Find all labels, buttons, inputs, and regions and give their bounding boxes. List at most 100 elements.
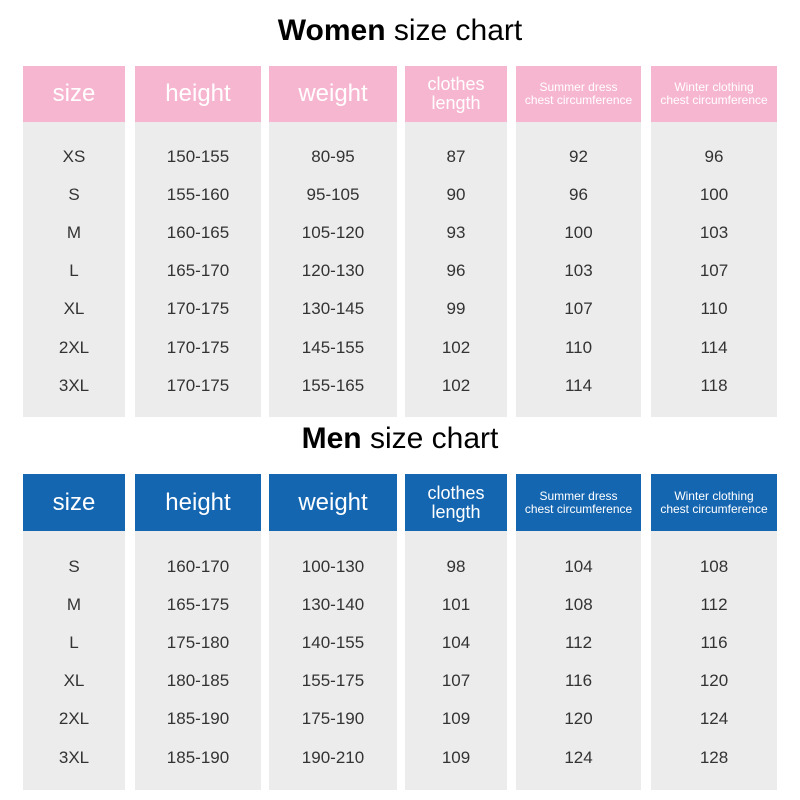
title-bold: Men (301, 422, 362, 455)
table-cell: XS (62, 147, 86, 166)
table-cell: 100 (564, 223, 593, 243)
header-line: length (431, 501, 481, 522)
table-cell: 175-180 (166, 633, 230, 653)
table-cell: 100-130 (301, 557, 365, 576)
table-cell: XL (63, 671, 85, 691)
table-cell: 109 (441, 747, 471, 767)
header-line: Winter clothing (674, 80, 754, 95)
column-header: height (135, 66, 261, 122)
table-cell: 3XL (58, 747, 90, 767)
column-header: Winter clothing chest circumference (651, 474, 777, 531)
table-cell: 103 (699, 223, 729, 243)
header-line: clothes (427, 482, 485, 503)
table-cell: 114 (700, 337, 728, 357)
column-body (23, 66, 125, 417)
column-body (516, 66, 641, 417)
header-line: Summer dress (539, 80, 618, 95)
header-line: chest circumference (660, 501, 768, 516)
header-line: length (431, 93, 481, 113)
column-header: height (135, 474, 261, 531)
table-cell: 107 (564, 299, 593, 319)
table-cell: 93 (446, 223, 466, 243)
table-cell: 124 (564, 747, 593, 767)
table-cell: 2XL (58, 337, 90, 357)
table-cell: 118 (700, 375, 728, 395)
table-cell: 80-95 (311, 147, 355, 166)
table-cell: 165-170 (166, 261, 230, 281)
header-line: Summer dress (539, 488, 618, 503)
table-cell: 107 (441, 671, 471, 691)
table-cell: 87 (446, 147, 466, 166)
table-cell: 140-155 (301, 633, 365, 653)
table-cell: 100 (699, 185, 729, 205)
table-cell: XL (63, 299, 85, 319)
table-cell: 98 (446, 557, 466, 576)
table-cell: 165-175 (166, 595, 230, 615)
table-cell: 107 (699, 261, 729, 281)
table-cell: 114 (564, 375, 593, 395)
column-body (269, 66, 397, 417)
header-line: weight (298, 80, 368, 108)
table-cell: 130-140 (301, 595, 365, 615)
table-cell: 102 (441, 375, 471, 395)
table-cell: L (69, 633, 79, 653)
header-line: chest circumference (524, 501, 633, 516)
table-cell: 116 (700, 633, 728, 653)
header-line: Winter clothing (674, 488, 754, 503)
header-line: chest circumference (524, 93, 633, 107)
column-header: Summer dress chest circumference (516, 66, 641, 122)
column-body (651, 66, 777, 417)
table-cell: 160-170 (166, 557, 230, 576)
table-cell: 150-155 (166, 147, 230, 166)
table-cell: 180-185 (166, 671, 230, 691)
table-cell: 96 (569, 185, 588, 205)
table-cell: 124 (699, 709, 729, 729)
table-cell: 109 (441, 709, 471, 729)
table-title: Men size chart (0, 422, 800, 456)
table-cell: 130-145 (301, 299, 365, 319)
table-cell: 145-155 (301, 337, 365, 357)
table-cell: 92 (569, 147, 588, 166)
table-cell: 96 (446, 261, 466, 281)
header-line: height (165, 488, 231, 516)
table-cell: 190-210 (301, 747, 365, 767)
table-cell: 112 (700, 595, 728, 615)
table-cell: 2XL (58, 709, 90, 729)
table-cell: S (68, 557, 80, 576)
table-cell: 110 (564, 337, 593, 357)
table-cell: 101 (441, 595, 471, 615)
title-rest: size chart (393, 14, 523, 47)
table-cell: 104 (564, 557, 593, 576)
table-cell: 120 (699, 671, 729, 691)
header-line: chest circumference (660, 93, 768, 107)
title-rest: size chart (369, 422, 499, 455)
table-cell: 102 (441, 337, 471, 357)
table-cell: 96 (704, 147, 724, 166)
table-cell: 103 (564, 261, 593, 281)
table-cell: 112 (564, 633, 593, 653)
table-cell: 175-190 (301, 709, 365, 729)
column-header: Winter clothing chest circumference (651, 66, 777, 122)
column-body (405, 66, 507, 417)
table-cell: 108 (699, 557, 729, 576)
table-cell: 170-175 (166, 375, 230, 395)
table-cell: 120-130 (301, 261, 365, 281)
column-header: size (23, 474, 125, 531)
table-cell: 185-190 (166, 747, 230, 767)
column-header: weight (269, 474, 397, 531)
column-body (135, 66, 261, 417)
table-cell: 128 (699, 747, 729, 767)
table-cell: 110 (700, 299, 728, 319)
column-header: weight (269, 66, 397, 122)
table-cell: 3XL (58, 375, 90, 395)
table-cell: 108 (564, 595, 593, 615)
table-cell: 170-175 (166, 299, 230, 319)
header-line: weight (298, 488, 368, 516)
table-cell: 105-120 (301, 223, 365, 243)
table-cell: M (66, 223, 82, 243)
table-cell: L (69, 261, 79, 281)
column-header: Summer dress chest circumference (516, 474, 641, 531)
header-line: clothes (427, 74, 485, 95)
table-cell: 160-165 (166, 223, 230, 243)
